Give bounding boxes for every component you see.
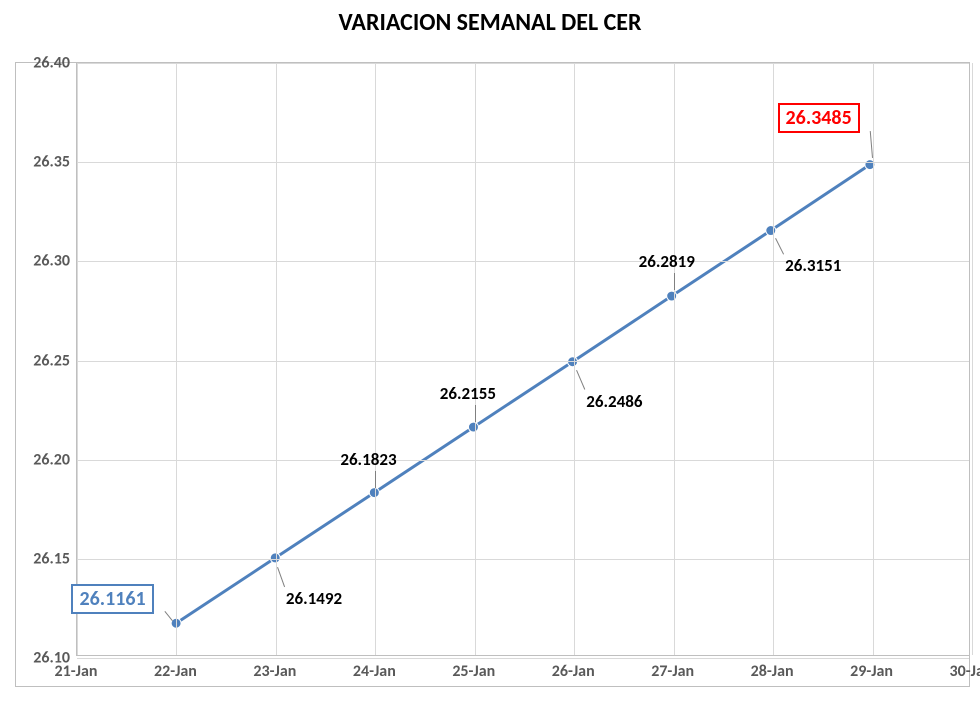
data-label-boxed: 26.1161 bbox=[71, 584, 153, 614]
series-marker bbox=[568, 357, 578, 367]
series-marker bbox=[468, 422, 478, 432]
y-tick-label: 26.35 bbox=[33, 153, 70, 172]
gridline-v bbox=[574, 63, 575, 655]
x-axis-labels: 21-Jan22-Jan23-Jan24-Jan25-Jan26-Jan27-J… bbox=[76, 656, 969, 686]
line-series bbox=[77, 63, 969, 655]
gridline-h bbox=[77, 162, 969, 163]
x-tick-label: 24-Jan bbox=[353, 662, 396, 681]
y-tick-label: 26.20 bbox=[33, 450, 70, 469]
series-marker bbox=[369, 488, 379, 498]
series-marker bbox=[766, 226, 776, 236]
y-tick-label: 26.15 bbox=[33, 549, 70, 568]
gridline-h bbox=[77, 361, 969, 362]
x-tick-label: 23-Jan bbox=[253, 662, 296, 681]
y-tick-label: 26.40 bbox=[33, 54, 70, 73]
data-label: 26.2155 bbox=[440, 383, 496, 404]
gridline-v bbox=[773, 63, 774, 655]
x-tick-label: 29-Jan bbox=[850, 662, 893, 681]
x-tick-label: 28-Jan bbox=[751, 662, 794, 681]
y-tick-label: 26.30 bbox=[33, 252, 70, 271]
x-tick-label: 25-Jan bbox=[452, 662, 495, 681]
y-axis-labels: 26.1026.1526.2026.2526.3026.3526.40 bbox=[16, 63, 76, 686]
gridline-v bbox=[176, 63, 177, 655]
data-label: 26.3151 bbox=[785, 255, 841, 276]
chart-title: VARIACION SEMANAL DEL CER bbox=[0, 8, 980, 37]
data-label: 26.1492 bbox=[286, 588, 342, 609]
gridline-v bbox=[375, 63, 376, 655]
gridline-v bbox=[972, 63, 973, 655]
gridline-h bbox=[77, 63, 969, 64]
leader-line bbox=[674, 273, 675, 290]
data-label: 26.2819 bbox=[639, 251, 695, 272]
data-label-boxed: 26.3485 bbox=[778, 103, 860, 133]
x-tick-label: 30-Jan bbox=[950, 662, 980, 681]
data-label: 26.1823 bbox=[340, 449, 396, 470]
leader-line bbox=[475, 405, 476, 422]
x-tick-label: 26-Jan bbox=[552, 662, 595, 681]
cer-weekly-chart: VARIACION SEMANAL DEL CER 26.1026.1526.2… bbox=[0, 0, 980, 706]
gridline-v bbox=[475, 63, 476, 655]
data-label: 26.2486 bbox=[586, 391, 642, 412]
series-marker bbox=[667, 291, 677, 301]
gridline-v bbox=[77, 63, 78, 655]
gridline-v bbox=[674, 63, 675, 655]
gridline-h bbox=[77, 460, 969, 461]
x-tick-label: 21-Jan bbox=[55, 662, 98, 681]
plot-area: 26.1026.1526.2026.2526.3026.3526.40 26.1… bbox=[15, 62, 970, 687]
x-tick-label: 22-Jan bbox=[154, 662, 197, 681]
x-tick-label: 27-Jan bbox=[651, 662, 694, 681]
gridline-h bbox=[77, 559, 969, 560]
series-line bbox=[176, 165, 870, 624]
grid-area: 26.116126.149226.182326.215526.248626.28… bbox=[76, 63, 969, 656]
gridline-v bbox=[873, 63, 874, 655]
y-tick-label: 26.25 bbox=[33, 351, 70, 370]
